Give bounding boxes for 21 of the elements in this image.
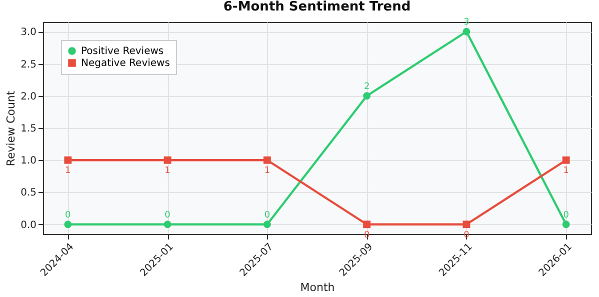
- y-tick-label: 2.5: [20, 59, 36, 70]
- data-label: 2: [364, 82, 370, 92]
- x-axis-title: Month: [300, 281, 335, 294]
- data-label: 1: [563, 166, 569, 176]
- data-label: 1: [65, 166, 71, 176]
- y-tick-label: 0.5: [20, 188, 36, 199]
- y-tick-label: 0.0: [20, 220, 36, 231]
- chart-title: 6-Month Sentiment Trend: [223, 0, 411, 15]
- data-label: 0: [65, 210, 72, 220]
- y-tick-label: 1.0: [20, 156, 36, 167]
- data-label: 1: [264, 166, 270, 176]
- data-label: 0: [164, 210, 171, 220]
- y-tick-label: 1.5: [20, 124, 36, 134]
- y-axis-title: Review Count: [4, 90, 18, 166]
- legend-label: Positive Reviews: [81, 46, 164, 57]
- data-label: 0: [264, 210, 270, 220]
- y-tick-label: 3.0: [20, 27, 36, 38]
- y-tick-label: 2.0: [20, 91, 36, 102]
- data-label: 0: [563, 210, 570, 220]
- legend-label: Negative Reviews: [81, 58, 170, 69]
- data-label: 1: [164, 166, 170, 176]
